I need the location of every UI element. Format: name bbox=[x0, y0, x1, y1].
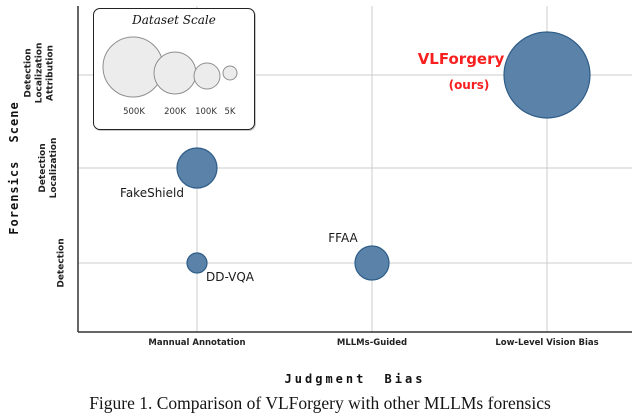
bubble-vlforgery bbox=[503, 31, 591, 119]
bubble-ffaa bbox=[354, 245, 390, 281]
figure-caption: Figure 1. Comparison of VLForgery with o… bbox=[89, 393, 551, 413]
legend-circle-500k bbox=[102, 36, 164, 98]
legend-circle-100k bbox=[193, 62, 221, 90]
bubble-label-vlforgery: VLForgery bbox=[418, 50, 505, 68]
bubble-label-ffaa: FFAA bbox=[328, 231, 358, 245]
legend-size-label: 500K bbox=[123, 107, 145, 117]
legend-circle-200k bbox=[153, 51, 197, 95]
y-axis-title: Forensics Scene bbox=[7, 101, 21, 235]
y-tick-label: Detection Localization bbox=[38, 137, 59, 199]
x-tick-label: MLLMs-Guided bbox=[337, 338, 407, 348]
legend-title: Dataset Scale bbox=[132, 13, 216, 27]
y-tick-label: Detection bbox=[56, 238, 67, 288]
dataset-scale-legend: Dataset Scale 500K 200K 100K 5K bbox=[93, 8, 255, 130]
bubble-fakeshield bbox=[176, 147, 218, 189]
legend-circle-5k bbox=[222, 65, 238, 81]
x-tick-label: Low-Level Vision Bias bbox=[495, 338, 598, 348]
bubble-sublabel-vlforgery: (ours) bbox=[449, 78, 490, 92]
bubble-label-fakeshield: FakeShield bbox=[120, 186, 184, 200]
legend-size-label: 200K bbox=[164, 107, 186, 117]
legend-size-label: 100K bbox=[195, 107, 217, 117]
legend-size-label: 5K bbox=[225, 107, 236, 117]
bubble-dd-vqa bbox=[186, 252, 208, 274]
x-tick-label: Mannual Annotation bbox=[148, 338, 245, 348]
legend-bubbles: 500K 200K 100K 5K bbox=[102, 36, 238, 117]
y-tick-label: Detection Localization Attribution bbox=[23, 42, 56, 104]
x-axis-title: Judgment Bias bbox=[284, 372, 426, 386]
bubble-label-dd-vqa: DD-VQA bbox=[206, 270, 255, 284]
